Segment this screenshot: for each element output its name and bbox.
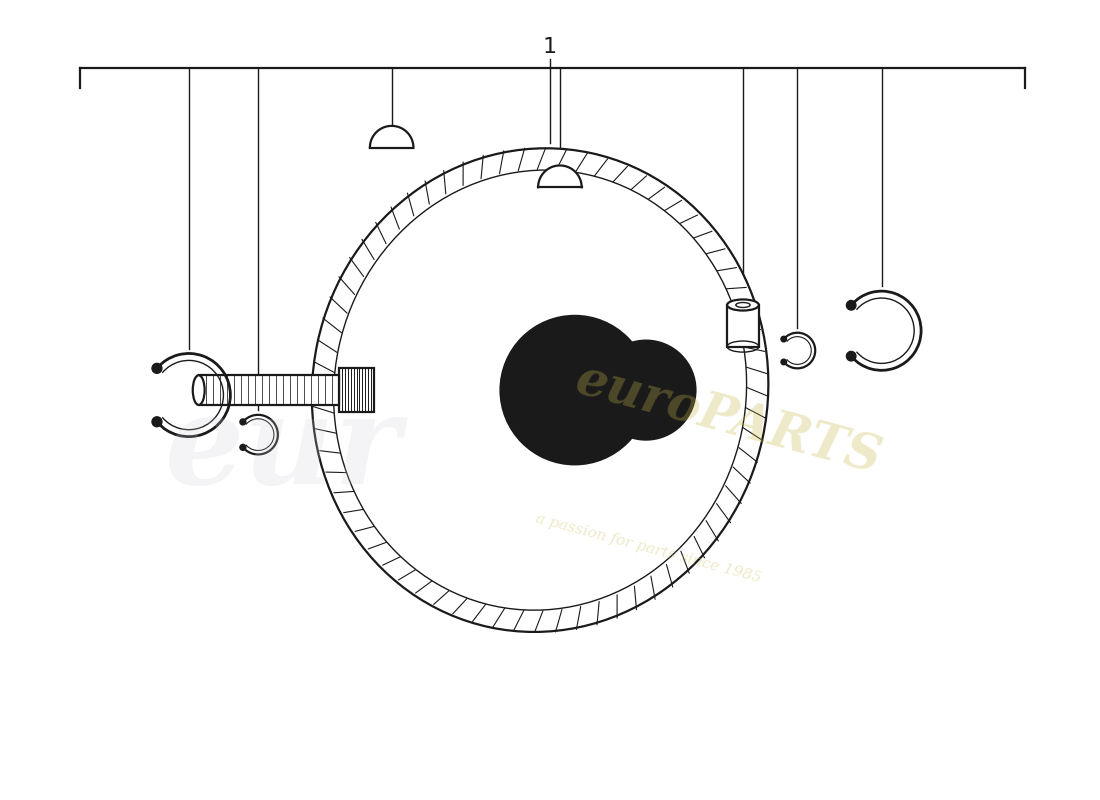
Ellipse shape xyxy=(192,375,205,405)
Polygon shape xyxy=(370,126,414,148)
Text: euroPARTS: euroPARTS xyxy=(570,355,887,484)
Circle shape xyxy=(152,417,162,426)
Bar xyxy=(199,375,339,405)
Text: 1: 1 xyxy=(543,37,557,57)
Ellipse shape xyxy=(727,299,759,310)
Ellipse shape xyxy=(311,148,769,632)
Circle shape xyxy=(600,429,605,434)
Circle shape xyxy=(240,444,246,450)
Text: a passion for parts since 1985: a passion for parts since 1985 xyxy=(535,511,763,586)
Text: eur: eur xyxy=(165,389,400,510)
Circle shape xyxy=(596,426,609,438)
Circle shape xyxy=(613,384,626,397)
Circle shape xyxy=(606,346,619,359)
Circle shape xyxy=(609,350,615,355)
Circle shape xyxy=(616,387,622,393)
Circle shape xyxy=(596,341,695,439)
Circle shape xyxy=(624,368,668,412)
Bar xyxy=(339,368,374,412)
Circle shape xyxy=(781,336,786,342)
Circle shape xyxy=(559,429,571,442)
Circle shape xyxy=(559,340,571,353)
Circle shape xyxy=(562,433,568,438)
Polygon shape xyxy=(538,166,582,187)
Bar xyxy=(574,372,646,408)
Circle shape xyxy=(500,316,649,464)
Circle shape xyxy=(781,359,786,365)
Bar xyxy=(727,305,759,346)
Circle shape xyxy=(240,419,246,425)
Circle shape xyxy=(846,301,856,310)
Ellipse shape xyxy=(333,170,747,610)
Circle shape xyxy=(562,344,568,350)
Circle shape xyxy=(634,378,658,402)
Ellipse shape xyxy=(736,302,750,307)
Circle shape xyxy=(846,351,856,361)
Circle shape xyxy=(152,363,162,374)
